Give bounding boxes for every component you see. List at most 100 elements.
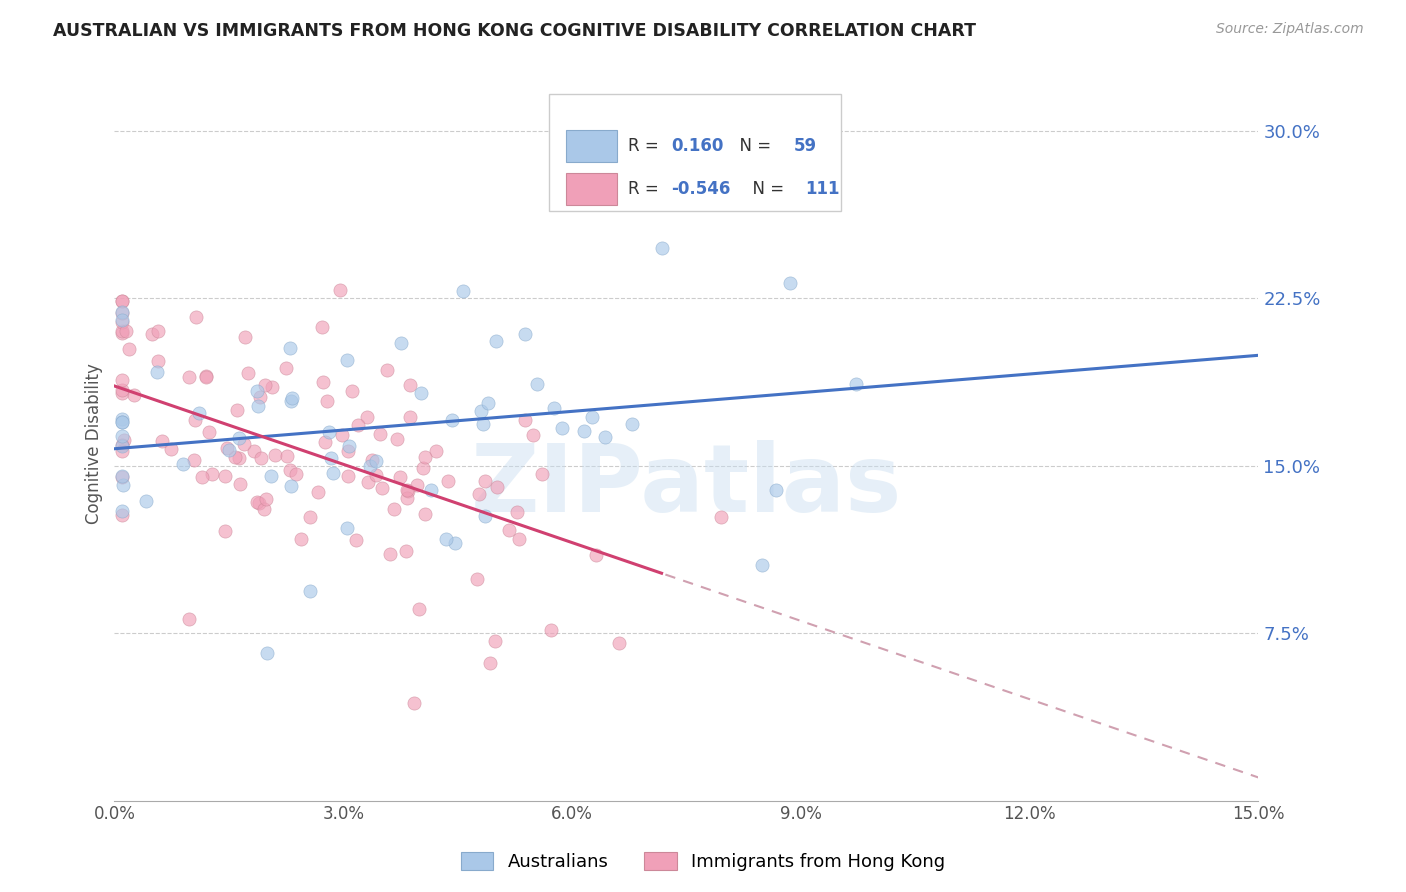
Point — [453, 284, 475, 298]
Point — [551, 421, 574, 435]
FancyBboxPatch shape — [567, 173, 617, 205]
Point — [485, 480, 508, 494]
Point — [111, 438, 134, 452]
Point — [396, 483, 419, 498]
Point — [179, 370, 201, 384]
Point — [122, 388, 145, 402]
Point — [111, 312, 134, 326]
Point — [444, 535, 467, 549]
Point — [484, 634, 506, 648]
Text: Source: ZipAtlas.com: Source: ZipAtlas.com — [1216, 22, 1364, 37]
Point — [150, 434, 173, 448]
Point — [382, 501, 405, 516]
Point — [226, 403, 249, 417]
Text: N =: N = — [742, 179, 790, 198]
Point — [322, 466, 344, 480]
Point — [399, 410, 422, 425]
Point — [318, 425, 340, 439]
Point — [218, 442, 240, 457]
Point — [111, 326, 134, 340]
Point — [247, 496, 270, 510]
Point — [409, 385, 432, 400]
Point — [111, 373, 134, 387]
Point — [246, 384, 269, 398]
Point — [281, 391, 304, 405]
Point — [111, 293, 134, 308]
Legend: Australians, Immigrants from Hong Kong: Australians, Immigrants from Hong Kong — [453, 846, 953, 879]
Point — [485, 334, 508, 348]
Point — [111, 324, 134, 338]
Point — [515, 326, 537, 341]
Point — [111, 385, 134, 400]
Point — [111, 315, 134, 329]
Point — [396, 484, 419, 499]
Point — [299, 584, 322, 599]
Point — [398, 378, 420, 392]
Point — [111, 503, 134, 517]
Point — [274, 360, 297, 375]
Point — [260, 469, 283, 483]
Point — [437, 474, 460, 488]
Point — [530, 467, 553, 482]
Point — [337, 439, 360, 453]
Point — [224, 450, 246, 464]
Point — [184, 310, 207, 324]
Point — [111, 383, 134, 397]
Point — [249, 390, 271, 404]
Point — [115, 324, 138, 338]
Point — [472, 417, 495, 432]
Y-axis label: Cognitive Disability: Cognitive Disability — [86, 363, 103, 524]
Point — [389, 469, 412, 483]
Point — [253, 502, 276, 516]
Point — [474, 508, 496, 523]
Point — [111, 293, 134, 308]
Text: 111: 111 — [806, 179, 839, 198]
Point — [260, 380, 283, 394]
Point — [253, 378, 276, 392]
Point — [172, 457, 194, 471]
Point — [195, 369, 218, 384]
Point — [845, 377, 868, 392]
Point — [413, 508, 436, 522]
Point — [585, 548, 607, 562]
Point — [508, 532, 530, 546]
Point — [412, 461, 434, 475]
Point — [111, 469, 134, 483]
Point — [197, 425, 219, 439]
Point — [441, 413, 464, 427]
Point — [375, 363, 398, 377]
Point — [344, 533, 367, 548]
Point — [337, 444, 360, 458]
Point — [188, 406, 211, 420]
Point — [477, 396, 499, 410]
FancyBboxPatch shape — [550, 94, 841, 211]
Point — [246, 495, 269, 509]
Point — [765, 483, 787, 498]
Text: ZIPatlas: ZIPatlas — [471, 441, 903, 533]
Point — [316, 394, 339, 409]
Point — [425, 443, 447, 458]
Point — [256, 646, 278, 660]
Point — [228, 430, 250, 444]
Point — [214, 468, 236, 483]
Point — [395, 544, 418, 558]
Point — [336, 352, 359, 367]
Text: -0.546: -0.546 — [672, 179, 731, 198]
Point — [319, 450, 342, 465]
Point — [141, 326, 163, 341]
Point — [402, 696, 425, 710]
Point — [183, 453, 205, 467]
Text: 59: 59 — [794, 136, 817, 154]
Point — [290, 532, 312, 546]
Point — [232, 436, 254, 450]
Point — [522, 427, 544, 442]
Point — [329, 283, 352, 297]
Point — [146, 365, 169, 379]
Point — [470, 404, 492, 418]
Point — [183, 413, 205, 427]
Point — [280, 478, 302, 492]
Point — [264, 448, 287, 462]
Point — [146, 325, 169, 339]
Point — [312, 375, 335, 389]
Point — [118, 343, 141, 357]
